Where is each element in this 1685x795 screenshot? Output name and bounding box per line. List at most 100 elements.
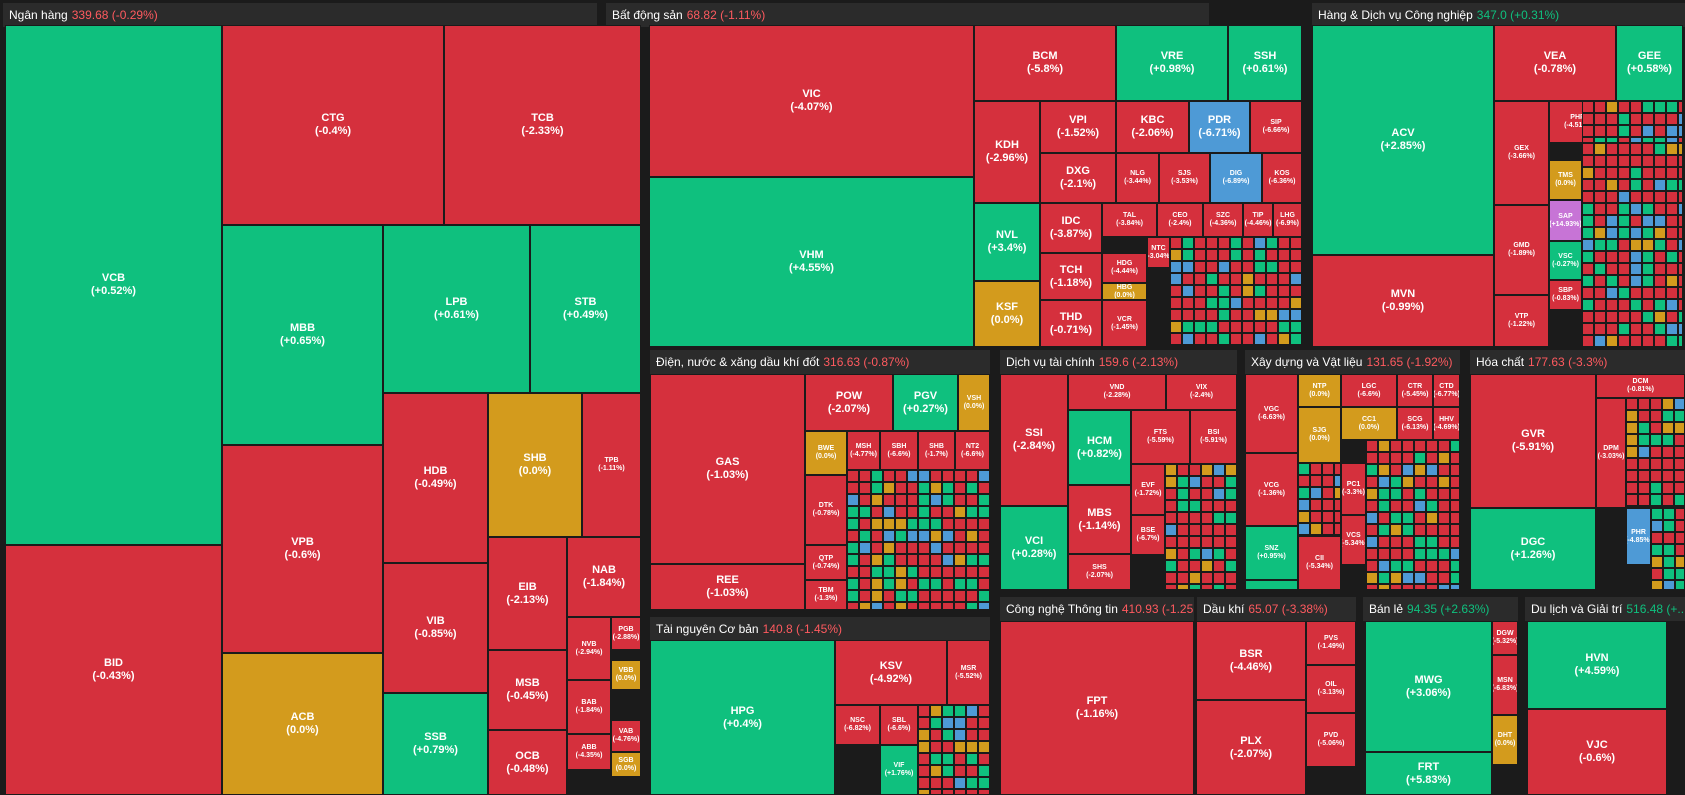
stock-tile[interactable]: SCG (-6.13%) (1397, 407, 1433, 440)
stock-tile-mini[interactable] (1165, 464, 1177, 476)
stock-tile-mini[interactable] (895, 470, 907, 482)
stock-tile[interactable]: LHG (-6.9%) (1273, 203, 1302, 237)
stock-tile-mini[interactable] (1606, 323, 1618, 335)
stock-tile-mini[interactable] (918, 741, 930, 753)
stock-tile[interactable]: SHB (0.0%) (488, 393, 582, 537)
stock-tile-mini[interactable] (1675, 532, 1685, 544)
stock-tile-mini[interactable] (1594, 239, 1606, 251)
stock-tile-mini[interactable] (954, 566, 966, 578)
stock-tile-mini[interactable] (1426, 512, 1438, 524)
stock-tile[interactable]: SSI (-2.84%) (1000, 374, 1068, 506)
stock-tile-mini[interactable] (1402, 452, 1414, 464)
stock-tile[interactable]: ABB (-4.35%) (567, 734, 611, 770)
stock-tile-mini[interactable] (871, 542, 883, 554)
stock-tile-mini[interactable] (1194, 261, 1206, 273)
stock-tile-mini[interactable] (1266, 249, 1278, 261)
stock-tile-mini[interactable] (1290, 297, 1302, 309)
stock-tile-mini[interactable] (1322, 463, 1334, 475)
stock-tile[interactable]: MWG (+3.06%) (1365, 621, 1492, 752)
stock-tile-mini[interactable] (1182, 297, 1194, 309)
stock-tile-mini[interactable] (1654, 137, 1666, 143)
stock-tile-mini[interactable] (895, 530, 907, 542)
stock-tile[interactable]: MSR (-5.52%) (947, 640, 990, 705)
stock-tile-mini[interactable] (978, 554, 990, 566)
stock-tile-mini[interactable] (1266, 297, 1278, 309)
stock-tile[interactable]: BWE (0.0%) (805, 431, 847, 475)
stock-tile-mini[interactable] (1618, 101, 1630, 113)
stock-tile-mini[interactable] (1225, 512, 1237, 524)
stock-tile-mini[interactable] (1666, 143, 1678, 155)
stock-tile-mini[interactable] (978, 729, 990, 741)
sector-header[interactable]: Bán lẻ 94.35 (+2.63%) (1363, 597, 1518, 621)
stock-tile-mini[interactable] (1206, 261, 1218, 273)
stock-tile-mini[interactable] (1582, 287, 1594, 299)
stock-tile-mini[interactable] (1266, 309, 1278, 321)
stock-tile-mini[interactable] (847, 530, 859, 542)
stock-tile-mini[interactable] (1170, 309, 1182, 321)
stock-tile[interactable]: GEE (+0.58%) (1616, 25, 1683, 101)
stock-tile-mini[interactable] (1242, 237, 1254, 249)
stock-tile[interactable]: TAL (-3.84%) (1102, 203, 1157, 237)
sector-header[interactable]: Dịch vụ tài chính 159.6 (-2.13%) (1000, 350, 1237, 374)
stock-tile-mini[interactable] (1230, 237, 1242, 249)
stock-tile-mini[interactable] (1450, 572, 1460, 584)
stock-tile-mini[interactable] (1630, 251, 1642, 263)
stock-tile[interactable]: IDC (-3.87%) (1040, 203, 1102, 253)
stock-tile-mini[interactable] (1218, 321, 1230, 333)
stock-tile-mini[interactable] (1678, 113, 1683, 125)
stock-tile-mini[interactable] (1630, 155, 1642, 167)
stock-tile-mini[interactable] (954, 578, 966, 590)
stock-tile-mini[interactable] (1678, 239, 1683, 251)
stock-tile-mini[interactable] (1666, 215, 1678, 227)
stock-tile[interactable]: REE (-1.03%) (650, 564, 805, 610)
stock-tile[interactable]: VTP (-1.22%) (1494, 295, 1549, 347)
stock-tile[interactable]: KBC (-2.06%) (1116, 101, 1189, 153)
stock-tile-mini[interactable] (1310, 475, 1322, 487)
stock-tile-mini[interactable] (1298, 499, 1310, 511)
stock-tile[interactable]: NVL (+3.4%) (974, 203, 1040, 281)
stock-tile-mini[interactable] (954, 482, 966, 494)
stock-tile-mini[interactable] (1206, 297, 1218, 309)
stock-tile-mini[interactable] (1642, 263, 1654, 275)
stock-tile[interactable]: PDR (-6.71%) (1189, 101, 1250, 153)
stock-tile-mini[interactable] (895, 518, 907, 530)
stock-tile-mini[interactable] (1165, 548, 1177, 560)
stock-tile-mini[interactable] (1213, 572, 1225, 584)
stock-tile-mini[interactable] (1213, 560, 1225, 572)
stock-tile-mini[interactable] (1662, 494, 1674, 506)
stock-tile-mini[interactable] (1230, 297, 1242, 309)
stock-tile-mini[interactable] (871, 482, 883, 494)
stock-tile-mini[interactable] (1242, 309, 1254, 321)
stock-tile-mini[interactable] (1254, 309, 1266, 321)
stock-tile-mini[interactable] (1606, 143, 1618, 155)
stock-tile-mini[interactable] (1390, 584, 1402, 590)
stock-tile-mini[interactable] (1438, 584, 1450, 590)
stock-tile[interactable]: THD (-0.71%) (1040, 300, 1102, 347)
stock-tile[interactable]: VCR (-1.45%) (1102, 300, 1147, 347)
stock-tile-mini[interactable] (1663, 544, 1675, 556)
stock-tile-mini[interactable] (1177, 500, 1189, 512)
stock-tile[interactable]: VIC (-4.07%) (649, 25, 974, 177)
stock-tile-mini[interactable] (895, 542, 907, 554)
stock-tile-mini[interactable] (1189, 476, 1201, 488)
stock-tile-mini[interactable] (907, 542, 918, 554)
stock-tile-mini[interactable] (1310, 523, 1322, 535)
stock-tile-mini[interactable] (954, 777, 966, 789)
stock-tile-mini[interactable] (1618, 287, 1630, 299)
stock-tile[interactable]: PC1 (-3.3%) (1341, 463, 1366, 515)
stock-tile-mini[interactable] (966, 753, 978, 765)
stock-tile-mini[interactable] (859, 566, 871, 578)
stock-tile-mini[interactable] (1165, 572, 1177, 584)
stock-tile-mini[interactable] (1594, 215, 1606, 227)
stock-tile-mini[interactable] (966, 777, 978, 789)
stock-tile-mini[interactable] (1378, 476, 1390, 488)
stock-tile-mini[interactable] (954, 741, 966, 753)
stock-tile-mini[interactable] (1201, 500, 1213, 512)
stock-tile-mini[interactable] (918, 530, 930, 542)
stock-tile-mini[interactable] (1310, 463, 1322, 475)
stock-tile-mini[interactable] (954, 765, 966, 777)
stock-tile-mini[interactable] (1322, 535, 1334, 537)
stock-tile-mini[interactable] (1594, 203, 1606, 215)
stock-tile-mini[interactable] (1594, 251, 1606, 263)
stock-tile-mini[interactable] (1630, 215, 1642, 227)
